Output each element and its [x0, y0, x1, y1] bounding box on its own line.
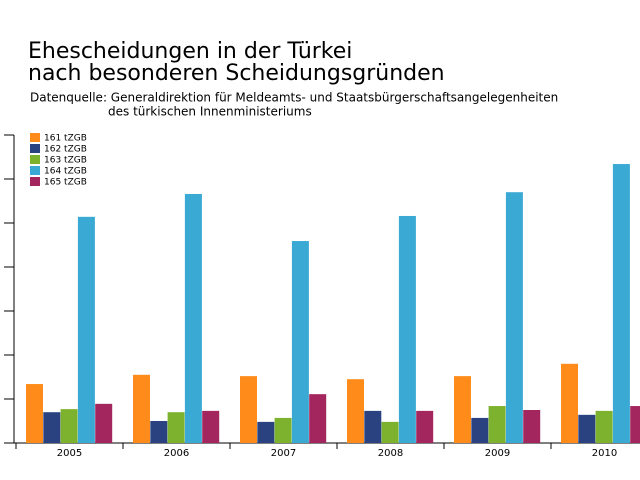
bar — [202, 410, 220, 443]
bar — [309, 394, 327, 443]
bar — [595, 410, 613, 443]
bar — [364, 410, 382, 443]
bar — [454, 376, 471, 443]
bar — [630, 406, 640, 443]
bar — [43, 412, 61, 443]
chart-title: nach besonderen Scheidungsgründen — [28, 61, 445, 86]
bar — [150, 421, 168, 443]
bar — [505, 192, 523, 443]
x-tick-label: 2010 — [592, 448, 617, 459]
bar — [523, 410, 541, 443]
bar — [133, 374, 150, 443]
bar — [184, 193, 202, 443]
legend-label: 165 tZGB — [44, 178, 87, 188]
bar — [347, 379, 364, 443]
bar — [416, 410, 434, 443]
bar — [240, 376, 257, 443]
bar — [60, 409, 78, 443]
bar — [291, 241, 309, 443]
legend-swatch — [30, 177, 40, 186]
legend-label: 162 tZGB — [44, 145, 87, 155]
bar — [561, 363, 578, 443]
legend-label: 163 tZGB — [44, 156, 87, 166]
x-tick-label: 2007 — [271, 448, 296, 459]
bar — [488, 406, 506, 443]
bar — [257, 421, 275, 443]
chart-title: Ehescheidungen in der Türkei — [28, 39, 352, 64]
x-tick-label: 2008 — [378, 448, 403, 459]
bar — [274, 417, 292, 443]
x-tick-label: 2006 — [164, 448, 189, 459]
bar — [471, 417, 489, 443]
chart-subtitle: Datenquelle: Generaldirektion für Meldea… — [30, 91, 558, 105]
legend-swatch — [30, 166, 40, 175]
legend-swatch — [30, 133, 40, 142]
legend-label: 161 tZGB — [44, 134, 87, 144]
chart-subtitle: des türkischen Innenministeriums — [108, 105, 312, 119]
x-tick-label: 2009 — [485, 448, 510, 459]
legend-label: 164 tZGB — [44, 167, 87, 177]
bar — [612, 164, 630, 444]
bar — [95, 403, 113, 443]
bar — [578, 414, 596, 443]
legend-swatch — [30, 144, 40, 153]
bar — [381, 421, 399, 443]
x-tick-label: 2005 — [57, 448, 82, 459]
bar — [167, 412, 185, 443]
legend-swatch — [30, 155, 40, 164]
bar — [77, 216, 95, 443]
bar — [26, 384, 43, 443]
bar — [398, 215, 416, 443]
